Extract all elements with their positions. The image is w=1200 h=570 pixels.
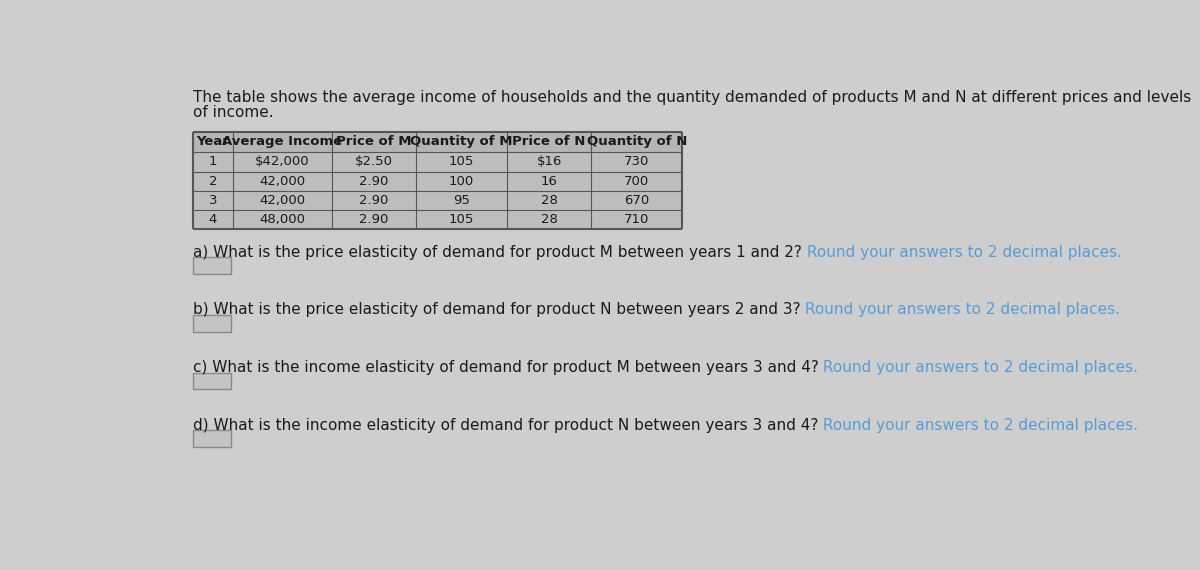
Text: 16: 16 [541, 174, 558, 188]
Text: b) What is the price elasticity of demand for product N between years 2 and 3?: b) What is the price elasticity of deman… [193, 303, 800, 317]
Text: 2.90: 2.90 [359, 213, 389, 226]
Text: Round your answers to 2 decimal places.: Round your answers to 2 decimal places. [818, 418, 1138, 433]
Text: Price of N: Price of N [512, 136, 586, 148]
Text: The table shows the average income of households and the quantity demanded of pr: The table shows the average income of ho… [193, 90, 1190, 105]
Bar [193, 210, 683, 229]
Text: Round your answers to 2 decimal places.: Round your answers to 2 decimal places. [800, 303, 1121, 317]
Bar [193, 373, 232, 389]
Text: Round your answers to 2 decimal places.: Round your answers to 2 decimal places. [818, 360, 1139, 375]
Text: d) What is the income elasticity of demand for product N between years 3 and 4?: d) What is the income elasticity of dema… [193, 418, 818, 433]
Text: Price of M: Price of M [336, 136, 412, 148]
Text: 48,000: 48,000 [259, 213, 306, 226]
Text: Average Income: Average Income [222, 136, 343, 148]
Text: 28: 28 [541, 213, 558, 226]
Bar [193, 132, 683, 152]
Bar [193, 152, 683, 172]
Bar [193, 191, 683, 210]
Text: 700: 700 [624, 174, 649, 188]
Text: 28: 28 [541, 194, 558, 207]
Text: 42,000: 42,000 [259, 174, 306, 188]
Text: c) What is the income elasticity of demand for product M between years 3 and 4?: c) What is the income elasticity of dema… [193, 360, 818, 375]
Text: Quantity of M: Quantity of M [410, 136, 512, 148]
Text: 105: 105 [449, 213, 474, 226]
Bar [193, 430, 232, 447]
Text: 105: 105 [449, 156, 474, 169]
Text: Quantity of N: Quantity of N [587, 136, 686, 148]
Text: $42,000: $42,000 [256, 156, 310, 169]
Text: 3: 3 [209, 194, 217, 207]
Bar [193, 257, 232, 274]
Text: of income.: of income. [193, 105, 274, 120]
Bar [193, 172, 683, 191]
Text: 95: 95 [454, 194, 470, 207]
Text: $16: $16 [536, 156, 562, 169]
Text: 710: 710 [624, 213, 649, 226]
Text: 670: 670 [624, 194, 649, 207]
Text: 730: 730 [624, 156, 649, 169]
Bar [193, 315, 232, 332]
Text: 4: 4 [209, 213, 217, 226]
Text: 42,000: 42,000 [259, 194, 306, 207]
Text: Round your answers to 2 decimal places.: Round your answers to 2 decimal places. [802, 245, 1122, 260]
Text: $2.50: $2.50 [355, 156, 392, 169]
Text: 2.90: 2.90 [359, 194, 389, 207]
Text: 2: 2 [209, 174, 217, 188]
Text: 100: 100 [449, 174, 474, 188]
Text: a) What is the price elasticity of demand for product M between years 1 and 2?: a) What is the price elasticity of deman… [193, 245, 802, 260]
Text: 2.90: 2.90 [359, 174, 389, 188]
Text: 1: 1 [209, 156, 217, 169]
Text: Year: Year [197, 136, 229, 148]
